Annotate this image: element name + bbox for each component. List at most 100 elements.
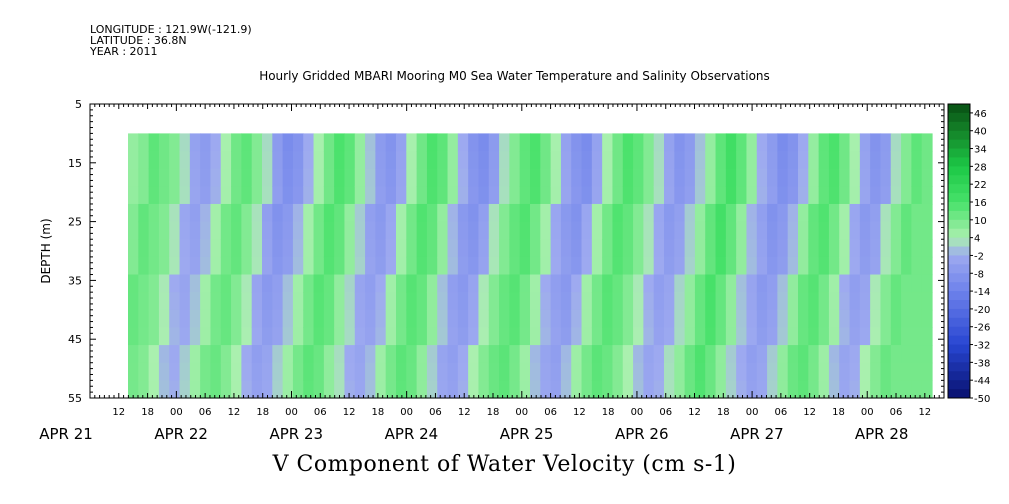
heatmap-cell — [200, 309, 212, 329]
heatmap-cell — [715, 168, 727, 187]
heatmap-cell — [323, 274, 335, 293]
heatmap-cell — [705, 380, 717, 399]
heatmap-cell — [241, 221, 253, 240]
metadata-block: LONGITUDE : 121.9W(-121.9) LATITUDE : 36… — [90, 24, 252, 57]
heatmap-cell — [344, 221, 356, 240]
heatmap-cell — [282, 274, 294, 293]
heatmap-cell — [674, 151, 686, 170]
heatmap-cell — [457, 203, 469, 223]
heatmap-cell — [344, 292, 356, 311]
heatmap-cell — [179, 292, 191, 311]
x-day-label: APR 22 — [154, 425, 208, 443]
heatmap-cell — [664, 309, 675, 329]
heatmap-cell — [220, 256, 232, 276]
heatmap-cell — [128, 133, 139, 152]
heatmap-cell — [633, 151, 644, 170]
heatmap-cell — [581, 345, 593, 364]
heatmap-cell — [231, 186, 242, 205]
heatmap-cell — [571, 239, 583, 258]
heatmap-cell — [406, 168, 418, 187]
heatmap-cell — [189, 256, 201, 276]
heatmap-cell — [468, 292, 480, 311]
heatmap-cell — [798, 292, 809, 311]
heatmap-cell — [148, 239, 160, 258]
heatmap-cell — [303, 133, 315, 152]
heatmap-cell — [901, 133, 912, 152]
heatmap-cell — [313, 345, 325, 364]
x-day-label: APR 27 — [730, 425, 784, 443]
colorbar-swatch — [948, 193, 970, 203]
heatmap-cell — [437, 274, 449, 293]
heatmap-cell — [581, 380, 593, 399]
heatmap-cell — [828, 221, 840, 240]
heatmap-cell — [756, 327, 768, 346]
heatmap-cell — [241, 186, 253, 205]
heatmap-cell — [705, 203, 717, 223]
heatmap-cell — [344, 327, 356, 346]
heatmap-cell — [365, 186, 376, 205]
heatmap-cell — [756, 168, 768, 187]
heatmap-cell — [550, 256, 562, 276]
heatmap-cell — [169, 380, 181, 399]
heatmap-cell — [921, 168, 933, 187]
heatmap-cell — [200, 380, 212, 399]
heatmap-cell — [694, 256, 706, 276]
heatmap-cell — [406, 186, 418, 205]
heatmap-cell — [437, 362, 449, 381]
heatmap-cell — [901, 203, 912, 223]
heatmap-cell — [901, 186, 912, 205]
heatmap-cell — [808, 186, 820, 205]
heatmap-cell — [530, 203, 541, 223]
heatmap-cell — [406, 345, 418, 364]
heatmap-cell — [334, 221, 346, 240]
heatmap-cell — [416, 221, 428, 240]
heatmap-cell — [189, 151, 201, 170]
heatmap-cell — [148, 292, 160, 311]
heatmap-cell — [612, 133, 624, 152]
heatmap-cell — [581, 309, 593, 329]
heatmap-cell — [591, 203, 603, 223]
x-hour-label: 12 — [688, 407, 701, 418]
heatmap-cell — [220, 203, 232, 223]
heatmap-cell — [560, 151, 572, 170]
heatmap-cell — [560, 345, 572, 364]
heatmap-cell — [272, 256, 284, 276]
x-hour-label: 12 — [573, 407, 586, 418]
x-hour-label: 06 — [429, 407, 442, 418]
heatmap-cell — [612, 380, 624, 399]
heatmap-cell — [241, 345, 253, 364]
heatmap-cell — [602, 203, 614, 223]
heatmap-cell — [303, 256, 315, 276]
heatmap-cell — [457, 362, 469, 381]
heatmap-cell — [210, 239, 222, 258]
heatmap-cell — [396, 327, 407, 346]
heatmap-cell — [210, 221, 222, 240]
heatmap-cell — [189, 203, 201, 223]
heatmap-cell — [138, 203, 150, 223]
heatmap-cell — [303, 327, 315, 346]
heatmap-cell — [344, 256, 356, 276]
heatmap-cell — [560, 274, 572, 293]
x-day-label: APR 25 — [500, 425, 554, 443]
heatmap-cell — [509, 186, 521, 205]
heatmap-cell — [870, 239, 882, 258]
heatmap-cell — [746, 362, 758, 381]
heatmap-cell — [622, 309, 634, 329]
heatmap-cell — [179, 221, 191, 240]
heatmap-cell — [798, 380, 809, 399]
heatmap-cell — [612, 168, 624, 187]
heatmap-cell — [478, 168, 490, 187]
heatmap-cell — [684, 292, 696, 311]
heatmap-cell — [468, 380, 480, 399]
heatmap-cell — [169, 186, 181, 205]
heatmap-cell — [880, 362, 892, 381]
colorbar-frame — [947, 103, 971, 399]
heatmap-cell — [787, 327, 799, 346]
heatmap-cell — [828, 239, 840, 258]
heatmap-cell — [746, 151, 758, 170]
heatmap-cell — [447, 345, 459, 364]
heatmap-cell — [251, 168, 263, 187]
heatmap-cell — [849, 380, 861, 399]
heatmap-cell — [426, 186, 438, 205]
heatmap-cell — [231, 309, 242, 329]
